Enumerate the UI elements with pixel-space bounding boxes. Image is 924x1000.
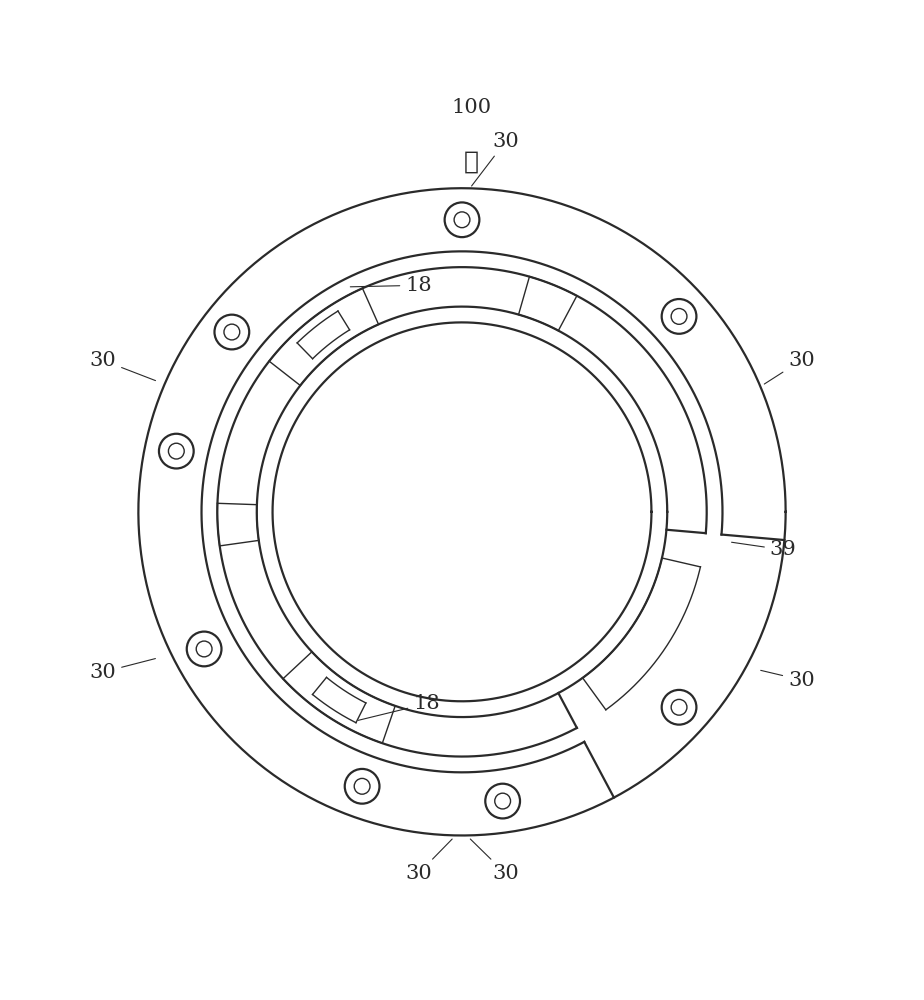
Text: 39: 39 xyxy=(732,540,796,559)
Text: 30: 30 xyxy=(406,839,452,883)
Text: 30: 30 xyxy=(90,659,155,682)
Text: 18: 18 xyxy=(350,276,432,295)
Text: ∿: ∿ xyxy=(464,150,479,173)
Text: 30: 30 xyxy=(470,839,518,883)
Text: 30: 30 xyxy=(764,351,815,384)
Text: 18: 18 xyxy=(359,694,440,720)
Text: 30: 30 xyxy=(90,351,155,381)
Text: 30: 30 xyxy=(760,670,815,690)
Text: 30: 30 xyxy=(471,132,518,186)
Text: 100: 100 xyxy=(452,98,492,117)
